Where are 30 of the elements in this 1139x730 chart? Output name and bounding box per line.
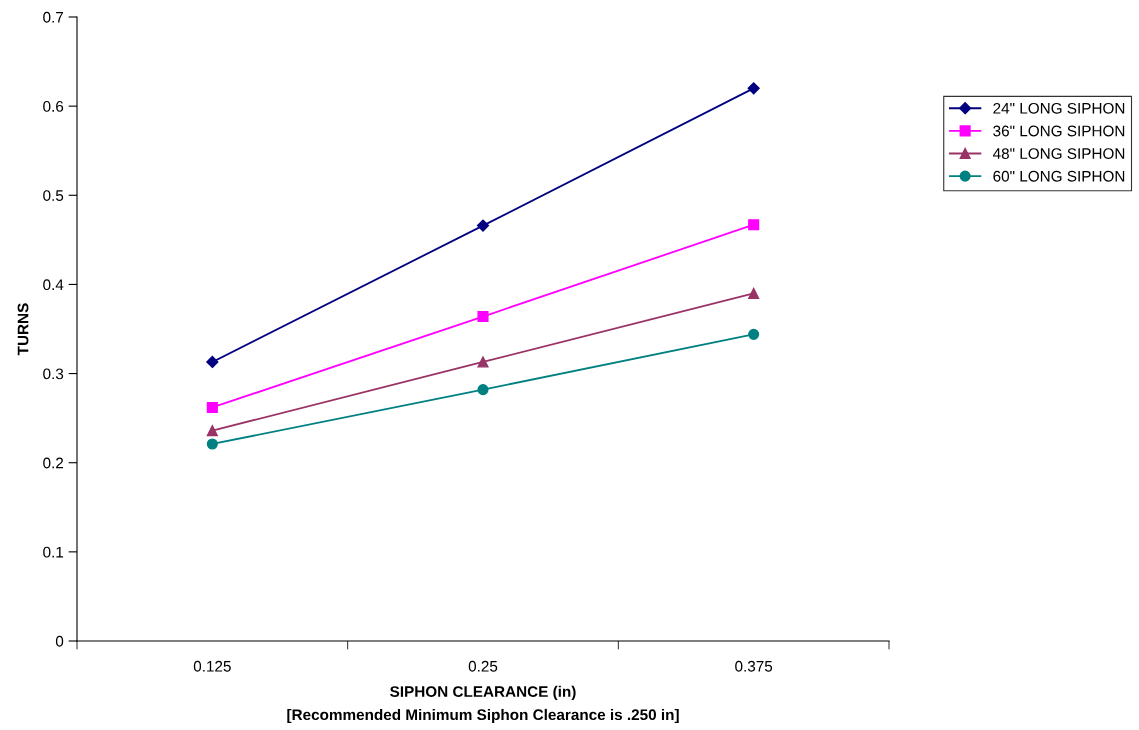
point [477, 356, 489, 368]
x-tick-label: 0.125 [193, 660, 231, 672]
legend-label: 24" LONG SIPHON [993, 102, 1125, 114]
legend-label: 36" LONG SIPHON [993, 125, 1125, 137]
point [206, 401, 218, 414]
y-tick-label: 0.6 [43, 101, 64, 112]
y-tick-label: 0.2 [43, 457, 64, 469]
point [206, 355, 219, 369]
point [206, 438, 218, 450]
point [477, 310, 489, 323]
text: [Recommended Minimum Siphon Clearance is .250 in] [287, 708, 679, 724]
point [747, 82, 760, 95]
x-tick-label: 0.25 [468, 660, 498, 672]
x-tick-label: 0.375 [735, 660, 773, 672]
legend-label: 60" LONG SIPHON [993, 170, 1125, 182]
point [476, 219, 490, 232]
y-tick-label: 0.4 [43, 279, 64, 291]
y-tick-label: 0.1 [43, 546, 64, 558]
legend-label: 48" LONG SIPHON [992, 148, 1125, 160]
y-tick-label: 0.7 [43, 11, 64, 23]
point [748, 219, 760, 231]
y-tick-label: 0.5 [43, 190, 64, 201]
y-axis-title: TURNS [17, 303, 29, 356]
point [477, 384, 489, 396]
y-tick-label: 0.3 [43, 368, 64, 380]
point [748, 328, 760, 340]
x-axis-title: SIPHON CLEARANCE (in) [390, 685, 576, 701]
point [748, 287, 760, 299]
point [206, 425, 218, 437]
y-tick-label: 0 [55, 635, 64, 647]
